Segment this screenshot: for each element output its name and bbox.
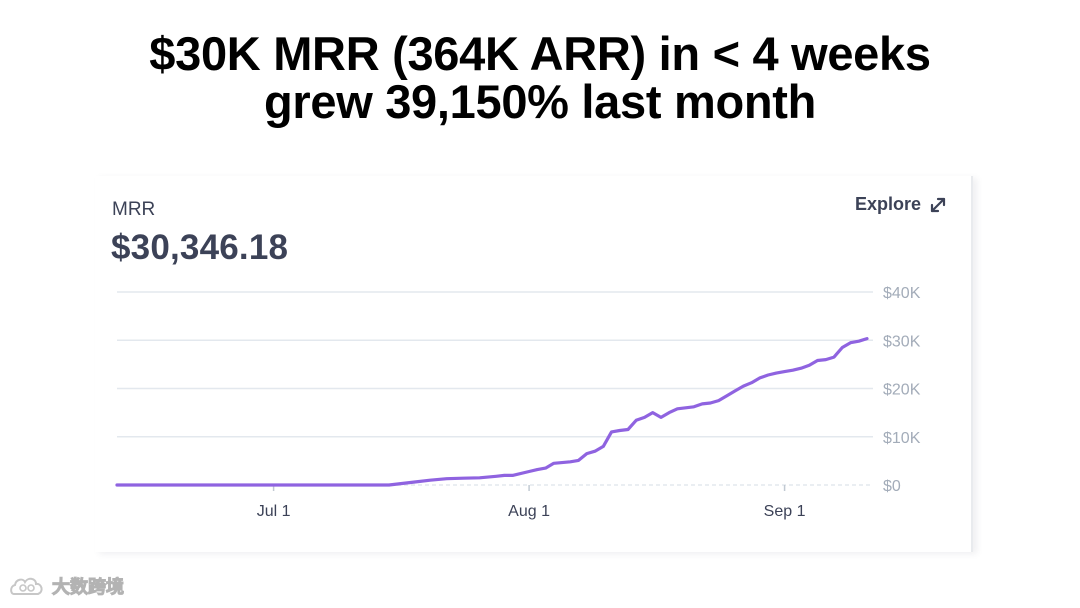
x-tick-label: Jul 1 xyxy=(257,503,291,520)
metric-value: $30,346.18 xyxy=(111,228,289,267)
y-tick-label: $30K xyxy=(883,333,921,350)
explore-label: Explore xyxy=(854,194,921,214)
cloud-logo-icon xyxy=(10,577,43,595)
headline-line-2: grew 39,150% last month xyxy=(263,75,817,128)
watermark: 大数跨境 xyxy=(10,573,125,599)
y-tick-label: $10K xyxy=(883,430,921,447)
y-tick-label: $40K xyxy=(883,285,921,302)
x-tick-label: Aug 1 xyxy=(508,503,550,520)
headline: $30K MRR (364K ARR) in < 4 weeks grew 39… xyxy=(0,30,1080,126)
y-tick-label: $0 xyxy=(883,478,901,495)
expand-arrows-icon xyxy=(930,197,946,212)
explore-button[interactable]: Explore xyxy=(855,194,947,215)
headline-line-1: $30K MRR (364K ARR) in < 4 weeks xyxy=(149,27,931,80)
x-tick-label: Sep 1 xyxy=(764,503,806,520)
mrr-series-line xyxy=(115,337,869,487)
mrr-line-chart: $40K $30K $20K $10K $0 Jul 1 Aug 1 Sep 1 xyxy=(115,285,921,520)
metric-label: MRR xyxy=(112,199,156,220)
watermark-text: 大数跨境 xyxy=(52,577,125,598)
mrr-card: MRR $30,346.18 Explore $40K $30K $20K $10K $… xyxy=(95,176,973,552)
y-tick-label: $20K xyxy=(883,382,921,399)
